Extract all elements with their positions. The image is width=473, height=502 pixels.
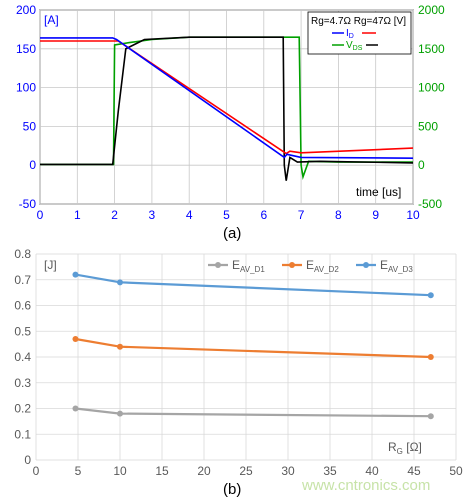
legend-id-sub: D (349, 33, 354, 40)
chart-b-x-tick-7: 35 (323, 464, 337, 478)
chart-b-x-label-unit: [Ω] (403, 440, 422, 454)
chart-b-x-tick-4: 20 (197, 464, 211, 478)
chart-b-legend-label-main-2: E (380, 258, 388, 272)
chart-a-series (40, 36, 414, 181)
chart-b-legend-label-1: EAV_D2 (306, 258, 339, 274)
chart-b-y-tick-6: 0.6 (14, 299, 31, 313)
chart-b-y-tick-8: 0.8 (14, 247, 31, 261)
chart-a-caption: (a) (223, 225, 241, 242)
chart-b-legend-marker-0 (215, 262, 221, 268)
chart-b-y-unit-label: [J] (44, 258, 57, 272)
chart-a-y-right-ticks: -500 0 500 1000 1500 2000 (418, 3, 445, 211)
chart-a-y-left-tick-4: 150 (16, 42, 36, 56)
chart-a-y-left-tick-3: 100 (16, 81, 36, 95)
chart-b-x-tick-3: 15 (155, 464, 169, 478)
chart-b-point-av-d1-2 (427, 413, 434, 420)
chart-b-legend-label-2: EAV_D3 (380, 258, 413, 274)
chart-a-y-left-tick-0: -50 (19, 197, 37, 211)
chart-b-x-tick-10: 50 (449, 464, 463, 478)
chart-b-x-tick-5: 25 (239, 464, 253, 478)
chart-b-caption: (b) (223, 481, 241, 498)
chart-a-legend-vds-label: VDS (346, 40, 363, 52)
chart-a-legend-header: Rg=4.7Ω Rg=47Ω [V] (311, 16, 406, 27)
chart-b-point-av-d3-2 (427, 292, 434, 299)
chart-b-point-av-d1-1 (117, 410, 123, 417)
chart-b-legend-label-sub-0: AV_D1 (240, 265, 265, 274)
chart-b-x-label: RG [Ω] (388, 440, 422, 456)
chart-b-legend-label-0: EAV_D1 (232, 258, 265, 274)
chart-b: 0 0.1 0.2 0.3 0.4 0.5 0.6 0.7 0.8 0 5 10 15 20 25 30 35… (14, 247, 463, 498)
chart-a-y-left-ticks: -50 0 50 100 150 200 (16, 3, 36, 211)
chart-a-x-tick-1: 1 (74, 208, 81, 222)
chart-a-series-id-rg47 (40, 37, 414, 159)
chart-b-y-tick-3: 0.3 (14, 376, 31, 390)
chart-b-x-tick-9: 45 (407, 464, 421, 478)
chart-b-point-av-d3-1 (117, 279, 123, 286)
chart-a-y-right-tick-4: 1500 (418, 42, 445, 56)
chart-a-x-tick-10: 10 (406, 208, 420, 222)
chart-a-x-tick-5: 5 (223, 208, 230, 222)
chart-b-y-tick-7: 0.7 (14, 273, 31, 287)
chart-b-x-label-sub: G (397, 447, 403, 456)
chart-a-y-right-tick-3: 1000 (418, 81, 445, 95)
chart-b-x-tick-2: 10 (113, 464, 127, 478)
chart-b-point-av-d1-0 (72, 405, 79, 412)
chart-b-y-tick-1: 0.1 (14, 427, 31, 441)
chart-b-y-tick-2: 0.2 (14, 402, 31, 416)
chart-b-x-tick-6: 30 (281, 464, 295, 478)
chart-b-legend-marker-1 (289, 262, 295, 268)
chart-b-point-av-d2-1 (117, 343, 123, 350)
chart-b-legend: EAV_D1 EAV_D2 EAV_D3 (208, 258, 413, 274)
chart-b-legend-marker-2 (363, 262, 369, 268)
legend-vds-main: V (346, 40, 353, 51)
chart-b-x-tick-8: 40 (365, 464, 379, 478)
chart-a-x-tick-6: 6 (260, 208, 267, 222)
watermark: www.cntronics.com (301, 477, 430, 494)
chart-b-y-tick-4: 0.4 (14, 350, 31, 364)
chart-a-y-left-tick-2: 50 (23, 119, 37, 133)
chart-b-x-tick-0: 0 (33, 464, 40, 478)
chart-b-point-av-d2-2 (427, 354, 434, 360)
chart-a-legend-box (307, 11, 412, 55)
chart-b-legend-label-main-0: E (232, 258, 240, 272)
chart-b-y-tick-0: 0 (24, 453, 31, 467)
chart-a-x-tick-9: 9 (372, 208, 379, 222)
chart-b-legend-label-sub-2: AV_D3 (388, 265, 413, 274)
chart-a-y-unit-label: [A] (44, 13, 59, 27)
chart-b-series (72, 271, 434, 420)
chart-a-x-tick-2: 2 (111, 208, 118, 222)
chart-b-point-av-d3-0 (72, 271, 79, 278)
chart-b-x-tick-1: 5 (75, 464, 82, 478)
chart-a-x-tick-8: 8 (335, 208, 342, 222)
chart-a-y-left-tick-5: 200 (16, 3, 36, 17)
chart-a-x-tick-7: 7 (298, 208, 305, 222)
chart-a-x-label: time [us] (356, 185, 401, 199)
chart-a-x-tick-0: 0 (37, 208, 44, 222)
chart-a-y-right-tick-0: -500 (418, 197, 442, 211)
chart-a-x-ticks: 0 1 2 3 4 5 6 7 8 9 10 (37, 208, 420, 222)
legend-vds-sub: DS (353, 45, 363, 52)
chart-b-y-ticks: 0 0.1 0.2 0.3 0.4 0.5 0.6 0.7 0.8 (14, 247, 31, 467)
chart-a-series-vds-rg4 (40, 36, 414, 181)
chart-b-x-label-main: R (388, 440, 397, 454)
chart-a-legend-id-label: ID (346, 28, 354, 40)
chart-b-legend-label-sub-1: AV_D2 (314, 265, 339, 274)
chart-a-series-id-rg4 (40, 40, 414, 155)
chart-a-legend: Rg=4.7Ω Rg=47Ω [V] ID VDS (307, 11, 412, 55)
chart-b-x-ticks: 0 5 10 15 20 25 30 35 40 45 50 (33, 464, 463, 478)
chart-a-y-left-tick-1: 0 (29, 158, 36, 172)
chart-a-x-tick-3: 3 (149, 208, 156, 222)
chart-a-y-right-tick-2: 500 (418, 119, 438, 133)
chart-a-y-right-tick-1: 0 (418, 158, 425, 172)
chart-a-y-right-tick-5: 2000 (418, 3, 445, 17)
legend-id-main: I (346, 28, 349, 39)
chart-b-point-av-d2-0 (72, 335, 79, 342)
chart-a-x-tick-4: 4 (186, 208, 193, 222)
chart-b-legend-label-main-1: E (306, 258, 314, 272)
chart-b-y-tick-5: 0.5 (14, 324, 31, 338)
